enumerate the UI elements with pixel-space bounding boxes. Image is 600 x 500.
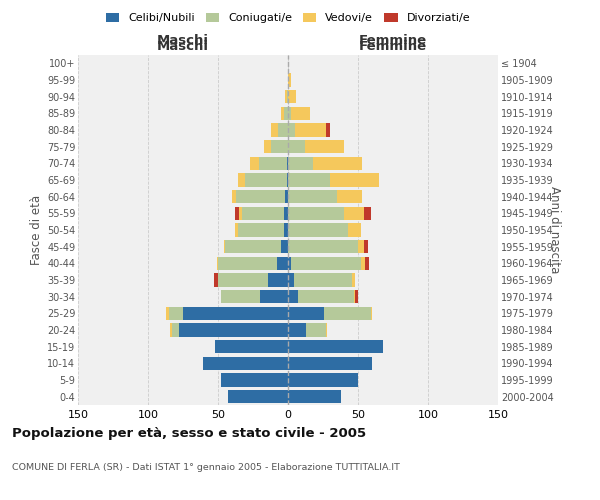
Bar: [259, 156, 287, 170]
Bar: [288, 324, 306, 336]
Bar: [306, 324, 326, 336]
Bar: [284, 206, 288, 220]
Bar: [250, 156, 259, 170]
Bar: [364, 240, 368, 254]
Bar: [288, 256, 291, 270]
Bar: [326, 124, 330, 136]
Text: Femmine: Femmine: [359, 40, 427, 54]
Bar: [371, 306, 372, 320]
Bar: [298, 290, 354, 304]
Bar: [348, 224, 361, 236]
Bar: [264, 140, 271, 153]
Bar: [224, 240, 225, 254]
Bar: [330, 174, 379, 186]
Bar: [358, 240, 364, 254]
Bar: [354, 290, 355, 304]
Bar: [287, 90, 288, 104]
Bar: [288, 156, 313, 170]
Bar: [284, 224, 288, 236]
Text: COMUNE DI FERLA (SR) - Dati ISTAT 1° gennaio 2005 - Elaborazione TUTTITALIA.IT: COMUNE DI FERLA (SR) - Dati ISTAT 1° gen…: [12, 462, 400, 471]
Bar: [203, 356, 288, 370]
Bar: [287, 156, 288, 170]
Bar: [326, 324, 327, 336]
Bar: [352, 274, 355, 286]
Bar: [281, 240, 288, 254]
Bar: [232, 190, 236, 203]
Bar: [288, 390, 341, 404]
Bar: [228, 390, 288, 404]
Bar: [166, 306, 169, 320]
Bar: [278, 124, 288, 136]
Bar: [337, 190, 362, 203]
Bar: [364, 206, 371, 220]
Bar: [221, 374, 288, 386]
Bar: [218, 274, 268, 286]
Bar: [313, 156, 362, 170]
Bar: [225, 240, 281, 254]
Bar: [260, 290, 288, 304]
Bar: [271, 124, 278, 136]
Bar: [281, 106, 284, 120]
Bar: [170, 324, 172, 336]
Bar: [288, 124, 295, 136]
Y-axis label: Fasce di età: Fasce di età: [29, 195, 43, 265]
Bar: [287, 174, 288, 186]
Bar: [215, 340, 288, 353]
Bar: [218, 256, 277, 270]
Bar: [238, 174, 245, 186]
Bar: [221, 290, 260, 304]
Legend: Celibi/Nubili, Coniugati/e, Vedovi/e, Divorziati/e: Celibi/Nubili, Coniugati/e, Vedovi/e, Di…: [101, 8, 475, 28]
Bar: [285, 90, 287, 104]
Bar: [285, 190, 288, 203]
Bar: [179, 324, 288, 336]
Bar: [235, 224, 238, 236]
Bar: [277, 256, 288, 270]
Bar: [238, 224, 284, 236]
Bar: [172, 324, 179, 336]
Bar: [288, 190, 337, 203]
Bar: [291, 256, 361, 270]
Text: Popolazione per età, sesso e stato civile - 2005: Popolazione per età, sesso e stato civil…: [12, 428, 366, 440]
Bar: [288, 356, 372, 370]
Bar: [217, 256, 218, 270]
Bar: [271, 140, 288, 153]
Text: Maschi: Maschi: [157, 40, 209, 54]
Bar: [288, 174, 330, 186]
Bar: [245, 174, 287, 186]
Y-axis label: Anni di nascita: Anni di nascita: [548, 186, 560, 274]
Bar: [361, 256, 365, 270]
Bar: [284, 106, 288, 120]
Bar: [288, 74, 291, 86]
Bar: [293, 274, 352, 286]
Bar: [365, 256, 369, 270]
Bar: [235, 206, 239, 220]
Bar: [242, 206, 284, 220]
Bar: [288, 206, 344, 220]
Bar: [239, 206, 242, 220]
Bar: [288, 240, 358, 254]
Bar: [325, 306, 371, 320]
Bar: [288, 224, 348, 236]
Bar: [305, 140, 344, 153]
Text: Femmine: Femmine: [359, 34, 427, 48]
Bar: [288, 106, 291, 120]
Bar: [288, 290, 298, 304]
Bar: [214, 274, 218, 286]
Bar: [295, 124, 326, 136]
Bar: [344, 206, 364, 220]
Bar: [288, 306, 325, 320]
Bar: [355, 290, 358, 304]
Text: Maschi: Maschi: [157, 34, 209, 48]
Bar: [291, 106, 310, 120]
Bar: [183, 306, 288, 320]
Bar: [288, 340, 383, 353]
Bar: [288, 140, 305, 153]
Bar: [169, 306, 183, 320]
Bar: [268, 274, 288, 286]
Bar: [288, 90, 296, 104]
Bar: [236, 190, 285, 203]
Bar: [288, 274, 293, 286]
Bar: [288, 374, 358, 386]
